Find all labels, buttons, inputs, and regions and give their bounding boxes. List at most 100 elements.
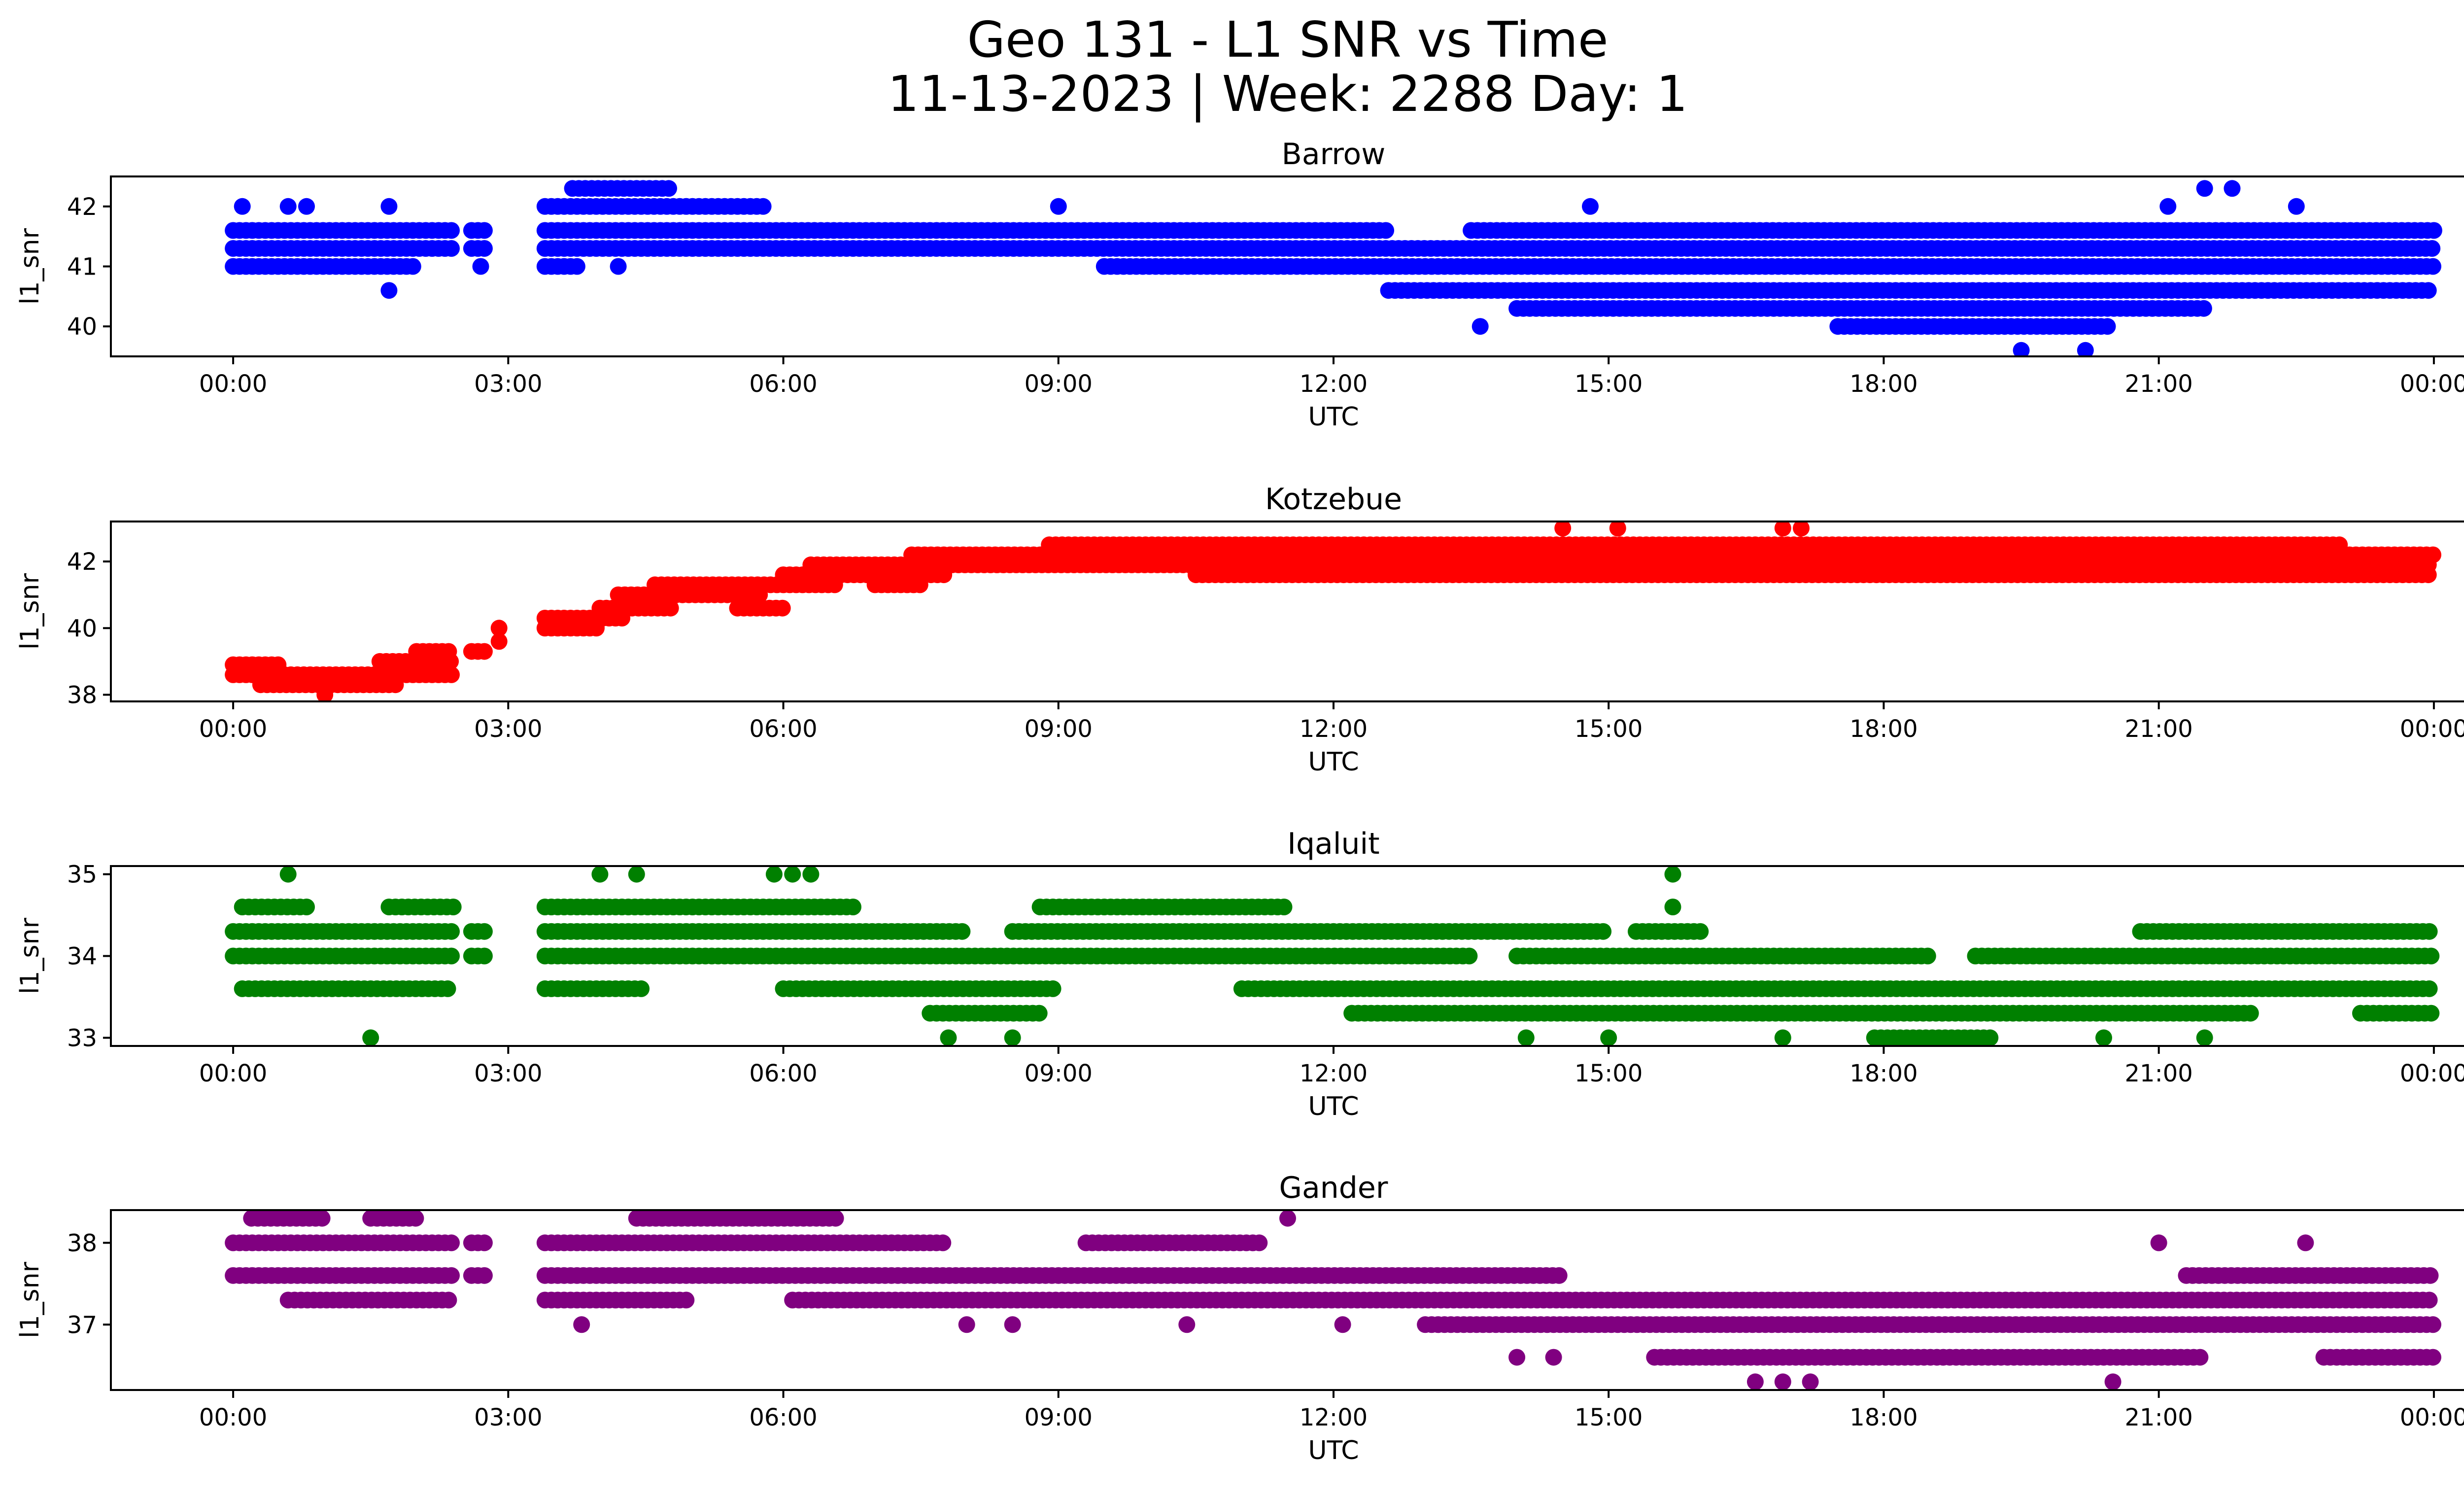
data-point xyxy=(1609,522,1626,537)
data-point xyxy=(445,899,462,915)
data-point xyxy=(440,1291,457,1309)
data-point xyxy=(1802,1373,1819,1390)
data-point xyxy=(234,198,251,215)
data-point xyxy=(2421,923,2438,940)
data-point xyxy=(298,899,315,915)
y-tick-label: 42 xyxy=(67,193,97,221)
figure-title-line1: Geo 131 - L1 SNR vs Time xyxy=(967,11,1608,69)
data-point xyxy=(2196,180,2213,197)
x-tick-label: 15:00 xyxy=(1574,1404,1643,1431)
data-point xyxy=(313,1210,331,1227)
data-point xyxy=(591,866,609,883)
y-tick-label: 38 xyxy=(67,681,97,709)
data-point xyxy=(476,947,493,965)
data-point xyxy=(2425,222,2442,239)
x-tick-label: 03:00 xyxy=(474,370,542,398)
y-axis-label: l1_snr xyxy=(15,573,45,650)
scatter-points xyxy=(225,866,2440,1046)
data-point xyxy=(407,1210,424,1227)
x-tick-label: 21:00 xyxy=(2125,370,2193,398)
data-point xyxy=(476,643,493,660)
data-point xyxy=(279,866,297,883)
data-point xyxy=(1044,980,1061,997)
data-point xyxy=(958,1316,975,1333)
y-axis-label: l1_snr xyxy=(15,1261,45,1338)
data-point xyxy=(754,198,772,215)
data-point xyxy=(2420,282,2437,299)
y-tick-label: 38 xyxy=(67,1229,97,1257)
data-point xyxy=(610,258,627,275)
x-tick-label: 12:00 xyxy=(1300,370,1368,398)
data-point xyxy=(1664,899,1681,915)
data-point xyxy=(2297,1234,2314,1252)
x-tick-label: 15:00 xyxy=(1574,370,1643,398)
data-point xyxy=(380,198,398,215)
data-point xyxy=(476,222,493,239)
data-point xyxy=(2425,1316,2441,1333)
x-tick-label: 09:00 xyxy=(1025,1404,1093,1431)
data-point xyxy=(573,1316,590,1333)
data-point xyxy=(1793,522,1810,537)
data-point xyxy=(1582,198,1599,215)
data-point xyxy=(934,1234,952,1252)
y-tick-label: 40 xyxy=(67,615,97,642)
x-tick-label: 06:00 xyxy=(749,1060,817,1087)
data-point xyxy=(476,240,493,257)
data-point xyxy=(1774,522,1791,537)
data-point xyxy=(1178,1316,1196,1333)
data-point xyxy=(784,866,801,883)
data-point xyxy=(1275,899,1293,915)
data-point xyxy=(2191,1349,2209,1366)
x-tick-label: 09:00 xyxy=(1025,715,1093,743)
x-tick-label: 18:00 xyxy=(1849,715,1917,743)
data-point xyxy=(443,666,460,683)
scatter-points xyxy=(225,180,2442,356)
data-point xyxy=(1982,1029,1999,1046)
data-point xyxy=(2420,566,2437,584)
y-axis-label: l1_snr xyxy=(15,228,45,305)
data-point xyxy=(1919,947,1936,965)
data-point xyxy=(2196,1029,2213,1046)
data-point xyxy=(443,240,460,257)
x-tick-label: 00:00 xyxy=(199,370,267,398)
data-point xyxy=(827,1210,844,1227)
data-point xyxy=(1550,1267,1568,1284)
x-tick-label: 09:00 xyxy=(1025,370,1093,398)
data-point xyxy=(1004,1316,1021,1333)
data-point xyxy=(1545,1349,1562,1366)
x-tick-label: 00:00 xyxy=(2400,1060,2464,1087)
data-point xyxy=(443,1234,460,1252)
x-tick-label: 06:00 xyxy=(749,370,817,398)
data-point xyxy=(1774,1029,1791,1046)
x-tick-label: 00:00 xyxy=(199,715,267,743)
data-point xyxy=(2099,318,2116,335)
x-tick-label: 00:00 xyxy=(199,1404,267,1431)
data-point xyxy=(954,923,971,940)
data-point xyxy=(476,1267,493,1284)
y-tick-label: 35 xyxy=(67,861,97,889)
x-tick-label: 06:00 xyxy=(749,1404,817,1431)
data-point xyxy=(1334,1316,1351,1333)
data-point xyxy=(2095,1029,2112,1046)
data-point xyxy=(2423,947,2440,965)
data-point xyxy=(2425,258,2441,275)
data-point xyxy=(802,866,820,883)
x-tick-label: 12:00 xyxy=(1300,1404,1368,1431)
data-point xyxy=(472,258,489,275)
data-point xyxy=(443,1267,460,1284)
y-tick-label: 42 xyxy=(67,548,97,576)
data-point xyxy=(765,866,783,883)
x-tick-label: 09:00 xyxy=(1025,1060,1093,1087)
data-point xyxy=(845,899,861,915)
x-axis-label: UTC xyxy=(1308,402,1359,432)
data-point xyxy=(2224,180,2241,197)
scatter-points xyxy=(225,1210,2441,1390)
y-tick-label: 40 xyxy=(67,313,97,341)
data-point xyxy=(443,947,460,965)
data-point xyxy=(2424,240,2441,257)
y-tick-label: 41 xyxy=(67,253,97,281)
